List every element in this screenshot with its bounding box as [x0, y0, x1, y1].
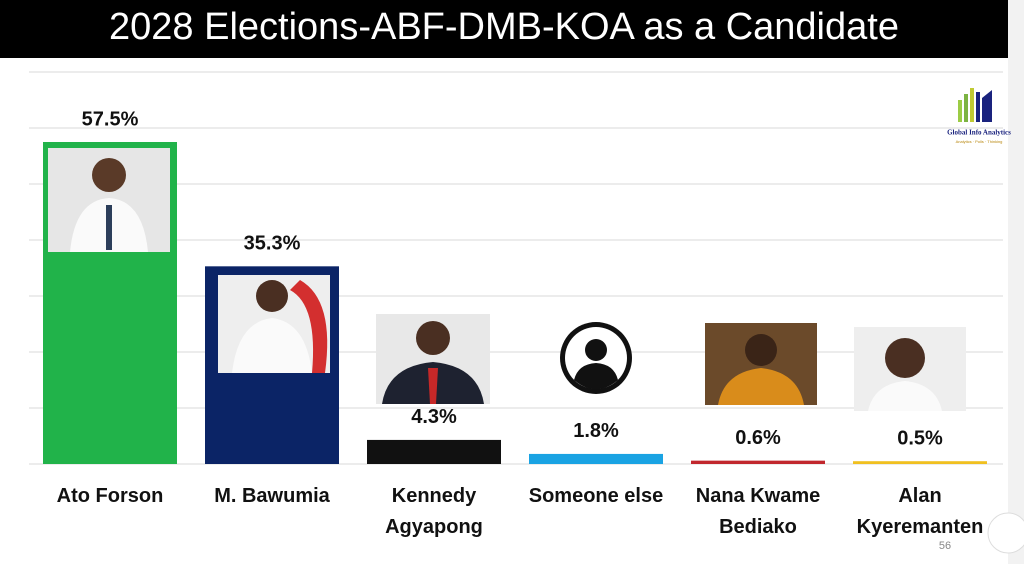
- edge: [1008, 0, 1024, 564]
- title-bar: [0, 0, 1008, 58]
- x-tick-label: Alan Kyeremanten: [856, 485, 984, 538]
- value-label: 1.8%: [573, 420, 619, 442]
- value-label: 35.3%: [244, 233, 301, 255]
- logo-tagline: Analytics · Polls · Thinking: [956, 139, 1003, 144]
- value-label: 0.6%: [735, 427, 781, 449]
- value-label: 57.5%: [82, 108, 139, 130]
- value-label: 4.3%: [411, 406, 457, 428]
- logo-name: Global Info Analytics: [947, 129, 1011, 137]
- bar: [691, 460, 825, 464]
- value-label: 0.5%: [897, 427, 943, 449]
- page-number: 56: [939, 540, 951, 552]
- logo: Global Info Analytics Analytics · Polls …: [947, 88, 1011, 144]
- copilot-icon[interactable]: [987, 512, 1024, 554]
- x-tick-label: M. Bawumia: [214, 485, 330, 507]
- photos: [48, 148, 966, 411]
- x-tick-label: Kennedy Agyapong: [385, 485, 483, 538]
- chart-title: 2028 Elections-ABF-DMB-KOA as a Candidat…: [109, 6, 899, 48]
- bar: [367, 439, 501, 464]
- bar: [529, 453, 663, 464]
- x-tick-label: Nana Kwame Bediako: [695, 485, 821, 538]
- x-tick-label: Someone else: [528, 485, 664, 507]
- x-tick-label: Ato Forson: [56, 485, 164, 507]
- bar: [853, 461, 987, 464]
